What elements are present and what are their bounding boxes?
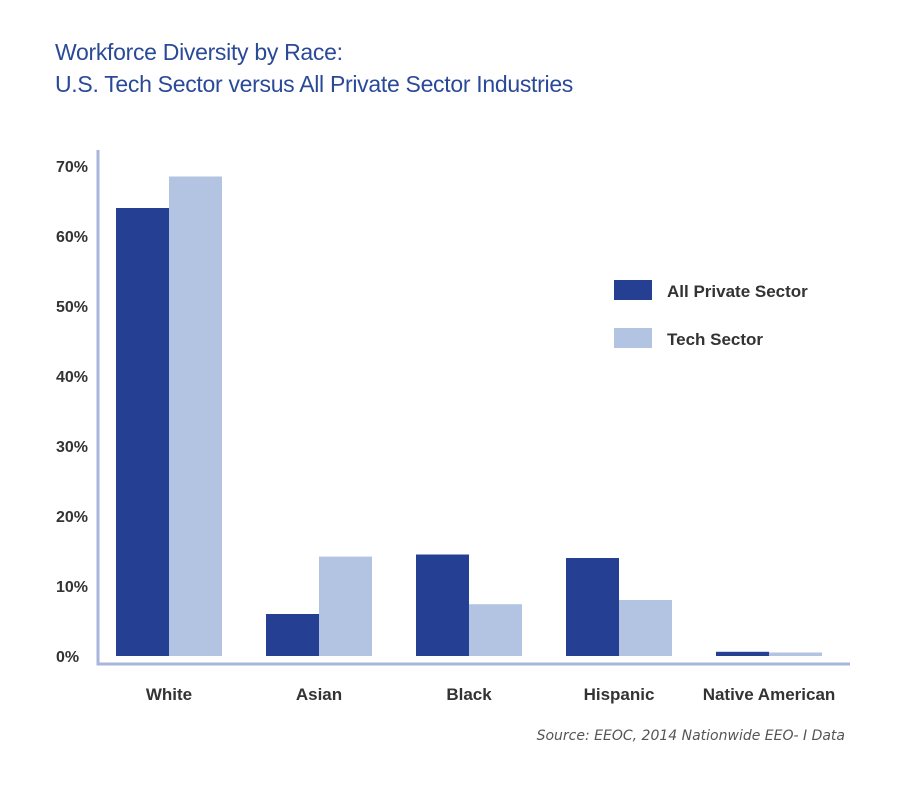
y-tick-label: 60% (56, 229, 88, 246)
y-tick-label: 0% (56, 649, 79, 666)
title-line-2: U.S. Tech Sector versus All Private Sect… (55, 71, 574, 97)
legend-swatch (614, 328, 652, 348)
legend-swatch (614, 280, 652, 300)
y-tick-label: 50% (56, 299, 88, 316)
y-tick-label: 40% (56, 369, 88, 386)
bar-all-private-sector (116, 208, 169, 656)
bar-tech-sector (319, 556, 372, 656)
bar-all-private-sector (416, 554, 469, 656)
x-tick-label: Native American (703, 685, 836, 704)
x-tick-label: White (146, 685, 192, 704)
bar-tech-sector (469, 604, 522, 656)
x-tick-label: Asian (296, 685, 342, 704)
y-tick-label: 30% (56, 439, 88, 456)
bar-all-private-sector (566, 558, 619, 656)
legend-label: All Private Sector (667, 282, 808, 301)
legend-label: Tech Sector (667, 330, 763, 349)
x-tick-label: Hispanic (584, 685, 655, 704)
y-tick-label: 20% (56, 509, 88, 526)
bar-tech-sector (769, 652, 822, 656)
title-line-1: Workforce Diversity by Race: (55, 39, 343, 65)
bar-all-private-sector (716, 651, 769, 656)
bar-tech-sector (169, 176, 222, 656)
source-note: Source: EEOC, 2014 Nationwide EEO- I Dat… (536, 728, 845, 744)
bar-all-private-sector (266, 614, 319, 656)
chart-title: Workforce Diversity by Race: U.S. Tech S… (55, 36, 573, 100)
bar-tech-sector (619, 600, 672, 656)
y-tick-label: 70% (56, 159, 88, 176)
y-tick-label: 10% (56, 579, 88, 596)
x-tick-label: Black (446, 685, 492, 704)
